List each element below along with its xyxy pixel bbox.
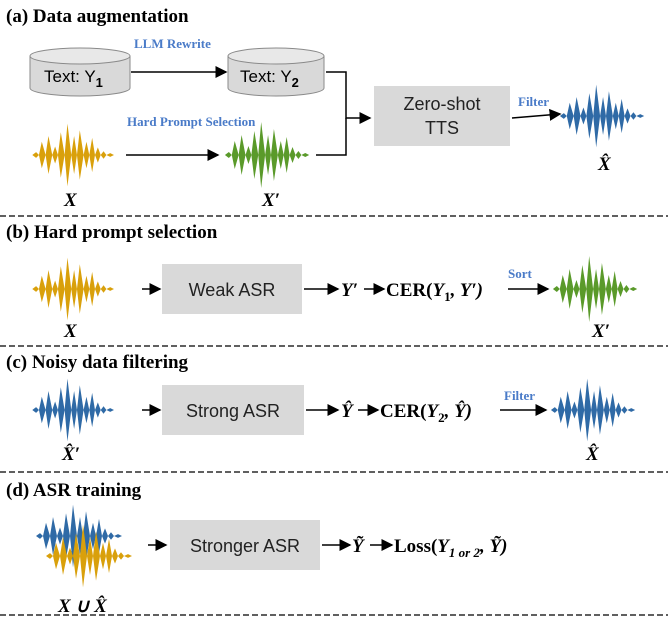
label-x-a: X [63,190,78,211]
label-union-d: X ∪ X̂ [57,596,108,617]
weak-asr-label: Weak ASR [189,280,276,300]
sort-label: Sort [508,266,533,281]
section-a-title: (a) Data augmentation [6,6,189,27]
prompt-to-tts-connector [316,118,347,156]
label-x-prime-b: X′ [591,321,610,342]
label-x-b: X [63,321,78,342]
filter-arrow-a [511,108,562,121]
filter-label-c: Filter [504,388,535,403]
text-y2-cylinder: Text: Y2 [227,47,325,97]
text-y1-label: Text: Y1 [44,67,103,90]
llm-rewrite-label: LLM Rewrite [134,36,211,51]
y-prime-output: Y′ [341,280,358,301]
waveform-x-hat-blue-c [550,378,642,442]
loss-expression: Loss(Y1 or 2, Ỹ) [394,536,507,560]
strong-asr-label: Strong ASR [186,401,280,421]
label-x-hat-prime-c: X̂′ [61,444,80,465]
cer-expression-b: CER(Y1, Y′) [386,280,483,304]
label-x-prime-a: X′ [261,190,280,211]
cer-expression-c: CER(Y2, Ŷ) [380,400,472,425]
stronger-asr-label: Stronger ASR [190,536,300,556]
waveform-x-hat-output [559,84,651,148]
waveform-x-hat-prime-blue [32,378,120,442]
text-to-tts-connector [326,71,372,124]
waveform-x-prime-green-b [552,256,644,322]
text-y2-label: Text: Y2 [240,67,299,90]
section-d-title: (d) ASR training [6,480,142,501]
tts-label-line2: TTS [425,118,459,138]
section-c-title: (c) Noisy data filtering [6,352,189,373]
filter-label-a: Filter [518,94,549,109]
stronger-asr-box [170,520,320,570]
weak-asr-box [162,264,302,314]
label-x-hat-c: X̂ [585,444,600,465]
tts-label-line1: Zero-shot [403,94,480,114]
strong-asr-box [162,385,304,435]
y-hat-output: Ŷ [341,400,355,422]
section-b-title: (b) Hard prompt selection [6,222,218,243]
waveform-x-orange [32,123,120,187]
hard-prompt-label: Hard Prompt Selection [127,114,256,129]
waveform-x-prime-green [224,122,316,188]
zero-shot-tts-box [374,86,510,146]
text-y1-cylinder: Text: Y1 [29,47,131,97]
y-tilde-output: Ỹ [352,536,366,557]
label-x-hat-a: X̂ [597,154,612,175]
waveform-x-orange-b [32,257,120,321]
